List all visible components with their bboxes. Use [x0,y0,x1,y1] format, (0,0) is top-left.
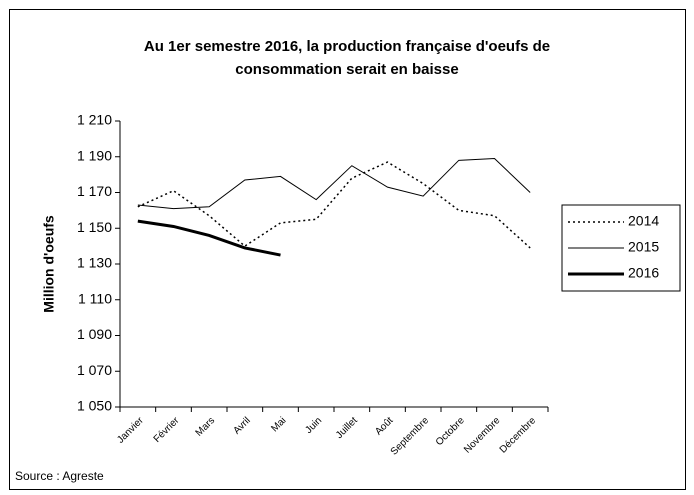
series-line [137,219,281,257]
series-line [137,161,531,249]
y-tick-label: 1 050 [77,398,112,414]
y-tick-label: 1 170 [77,183,112,199]
legend-label: 2015 [628,239,659,255]
y-tick-label: 1 210 [77,112,112,128]
chart-title: consommation serait en baisse [235,61,458,78]
legend-label: 2014 [628,213,659,229]
series-line [137,158,531,210]
y-tick-label: 1 070 [77,362,112,378]
legend-label: 2016 [628,265,659,281]
y-tick-label: 1 190 [77,147,112,163]
chart-title: Au 1er semestre 2016, la production fran… [144,38,550,55]
y-tick-label: 1 150 [77,219,112,235]
y-tick-label: 1 110 [78,290,112,306]
source: Source : Agreste [15,469,104,483]
y-axis-label: Million d'oeufs [41,215,57,313]
y-tick-label: 1 130 [77,255,112,271]
y-tick-label: 1 090 [77,326,112,342]
